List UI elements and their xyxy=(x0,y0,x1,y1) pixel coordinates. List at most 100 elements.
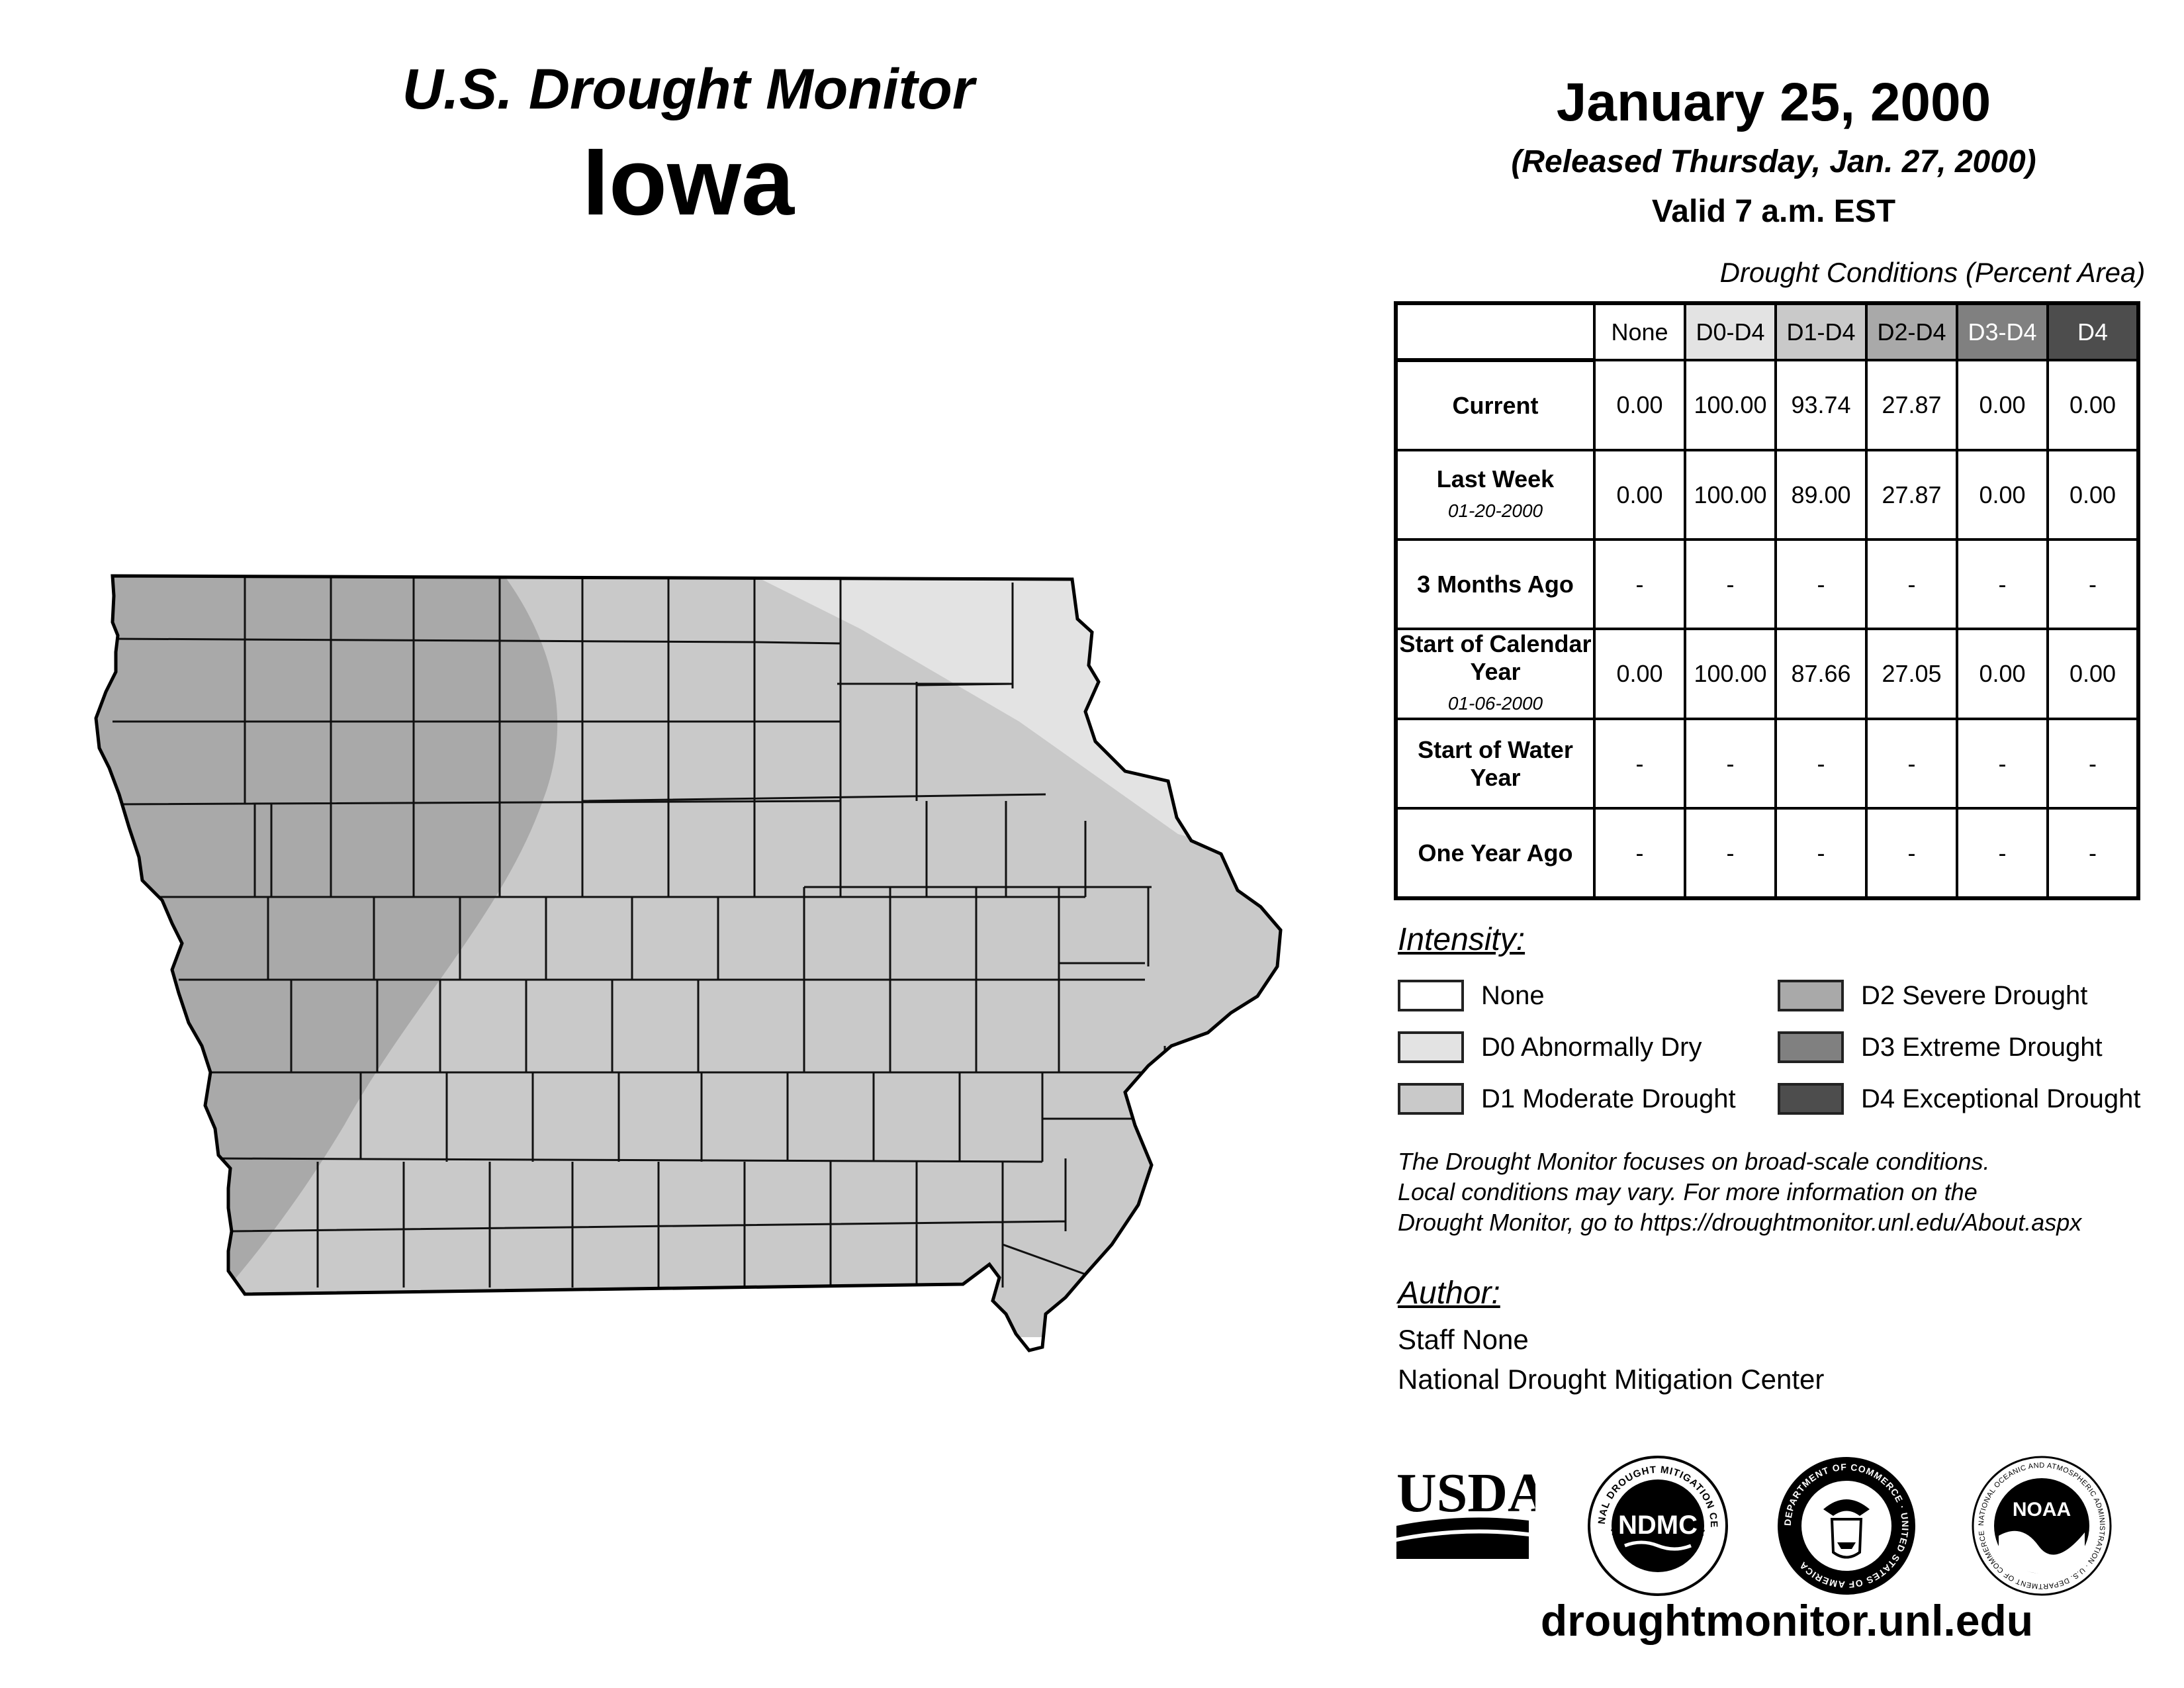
legend-label: D3 Extreme Drought xyxy=(1861,1032,2103,1062)
table-cell: - xyxy=(1865,807,1958,900)
table-cell: 27.87 xyxy=(1865,449,1958,541)
col-header-d3-d4: D3-D4 xyxy=(1956,302,2049,361)
doc-seal-center-icon xyxy=(1801,1481,1891,1571)
table-row-start-water-year: Start of Water Year - - - - - - xyxy=(1394,718,2140,810)
table-cell: 27.87 xyxy=(1865,359,1958,451)
author-org: National Drought Mitigation Center xyxy=(1398,1364,1825,1395)
row-label: Last Week 01-20-2000 xyxy=(1394,449,1596,541)
table-cell: 100.00 xyxy=(1684,628,1777,720)
legend-label: None xyxy=(1481,980,1545,1010)
noaa-logo: NATIONAL OCEANIC AND ATMOSPHERIC ADMINIS… xyxy=(1972,1456,2112,1596)
table-cell: 100.00 xyxy=(1684,359,1777,451)
table-cell: 93.74 xyxy=(1774,359,1868,451)
map-date: January 25, 2000 xyxy=(1556,72,1991,132)
legend-label: D2 Severe Drought xyxy=(1861,980,2088,1010)
usda-field-icon xyxy=(1396,1533,1529,1559)
table-cell: - xyxy=(1956,718,2049,810)
table-cell: - xyxy=(1956,807,2049,900)
table-cell: - xyxy=(1865,718,1958,810)
ndmc-logo-text: NDMC xyxy=(1618,1511,1698,1540)
legend-item-d4: D4 Exceptional Drought xyxy=(1778,1083,2140,1115)
table-row-one-year-ago: One Year Ago - - - - - - xyxy=(1394,807,2140,900)
table-cell: - xyxy=(1684,807,1777,900)
legend-item-d2: D2 Severe Drought xyxy=(1778,980,2087,1011)
author-heading: Author: xyxy=(1398,1276,1500,1311)
row-sublabel: 01-06-2000 xyxy=(1447,693,1543,714)
table-cell: - xyxy=(2046,718,2140,810)
table-cell: - xyxy=(1956,538,2049,630)
table-cell: - xyxy=(1865,538,1958,630)
disclaimer-note: The Drought Monitor focuses on broad-sca… xyxy=(1398,1147,2081,1238)
table-corner xyxy=(1396,303,1594,362)
table-cell: - xyxy=(1774,718,1868,810)
doc-seal-logo: DEPARTMENT OF COMMERCE · UNITED STATES O… xyxy=(1778,1457,1915,1595)
table-caption: Drought Conditions (Percent Area) xyxy=(1719,257,2146,288)
drought-conditions-table: None D0-D4 D1-D4 D2-D4 D3-D4 D4 Current … xyxy=(1394,301,2140,900)
usda-swoosh-icon xyxy=(1396,1517,1529,1538)
legend-swatch xyxy=(1778,1031,1844,1063)
table-cell: 0.00 xyxy=(1593,449,1686,541)
table-cell: 0.00 xyxy=(2046,628,2140,720)
table-row-start-calendar-year: Start of Calendar Year 01-06-2000 0.00 10… xyxy=(1394,628,2140,720)
row-label: 3 Months Ago xyxy=(1394,538,1596,630)
table-row-last-week: Last Week 01-20-2000 0.00 100.00 89.00 27… xyxy=(1394,449,2140,541)
legend-label: D1 Moderate Drought xyxy=(1481,1084,1736,1113)
row-label: One Year Ago xyxy=(1394,807,1596,900)
table-cell: 0.00 xyxy=(2046,359,2140,451)
noaa-logo-text: NOAA xyxy=(2013,1499,2071,1521)
legend-swatch xyxy=(1778,980,1844,1011)
legend-swatch xyxy=(1778,1083,1844,1115)
note-line: Drought Monitor, go to https://droughtmo… xyxy=(1398,1209,2082,1236)
table-cell: - xyxy=(1774,538,1868,630)
table-cell: 0.00 xyxy=(2046,449,2140,541)
table-cell: - xyxy=(1684,718,1777,810)
note-line: The Drought Monitor focuses on broad-sca… xyxy=(1398,1148,1990,1175)
col-header-d4: D4 xyxy=(2046,302,2140,361)
row-label: Current xyxy=(1394,359,1596,451)
legend-item-d0: D0 Abnormally Dry xyxy=(1398,1031,1702,1063)
table-cell: 89.00 xyxy=(1774,449,1868,541)
ndmc-wave-icon xyxy=(1624,1540,1692,1551)
table-row-current: Current 0.00 100.00 93.74 27.87 0.00 0.0… xyxy=(1394,359,2140,451)
release-date: (Released Thursday, Jan. 27, 2000) xyxy=(1511,144,2036,179)
map-header: U.S. Drought Monitor Iowa xyxy=(344,53,1032,238)
iowa-drought-map xyxy=(0,0,1357,1390)
eagle-icon xyxy=(1823,1499,1870,1516)
col-header-d1-d4: D1-D4 xyxy=(1774,302,1868,361)
ship-icon xyxy=(1837,1542,1856,1549)
legend-label: D4 Exceptional Drought xyxy=(1861,1084,2141,1113)
usda-logo-text: USDA xyxy=(1396,1462,1535,1524)
table-cell: - xyxy=(2046,538,2140,630)
legend-label: D0 Abnormally Dry xyxy=(1481,1032,1702,1062)
valid-time: Valid 7 a.m. EST xyxy=(1651,194,1896,229)
county-boundaries xyxy=(112,576,1175,1288)
website-url[interactable]: droughtmonitor.unl.edu xyxy=(1540,1596,2034,1645)
legend-item-d1: D1 Moderate Drought xyxy=(1398,1083,1736,1115)
table-cell: - xyxy=(1593,538,1686,630)
table-cell: 0.00 xyxy=(1956,449,2049,541)
table-cell: 27.05 xyxy=(1865,628,1958,720)
legend-item-none: None xyxy=(1398,980,1545,1011)
table-cell: 0.00 xyxy=(1593,359,1686,451)
table-row-3-months-ago: 3 Months Ago - - - - - - xyxy=(1394,538,2140,630)
row-label: Start of Calendar Year 01-06-2000 xyxy=(1394,628,1596,720)
col-header-d0-d4: D0-D4 xyxy=(1684,302,1777,361)
date-block: January 25, 2000 (Released Thursday, Jan… xyxy=(1390,66,2158,238)
table-cell: 0.00 xyxy=(1956,359,2049,451)
state-title: Iowa xyxy=(582,128,795,235)
noaa-bird-icon xyxy=(1999,1530,2085,1574)
table-cell: 87.66 xyxy=(1774,628,1868,720)
author-name: Staff None xyxy=(1398,1324,1529,1355)
row-label: Start of Water Year xyxy=(1394,718,1596,810)
table-cell: - xyxy=(1593,718,1686,810)
table-cell: - xyxy=(1684,538,1777,630)
row-sublabel: 01-20-2000 xyxy=(1447,500,1543,521)
legend-item-d3: D3 Extreme Drought xyxy=(1778,1031,2103,1063)
table-cell: - xyxy=(1774,807,1868,900)
shield-icon xyxy=(1830,1518,1863,1559)
legend-swatch xyxy=(1398,1031,1464,1063)
note-line: Local conditions may vary. For more info… xyxy=(1398,1178,1978,1205)
legend-swatch xyxy=(1398,1083,1464,1115)
col-header-none: None xyxy=(1593,302,1686,361)
legend-heading: Intensity: xyxy=(1398,922,1525,957)
